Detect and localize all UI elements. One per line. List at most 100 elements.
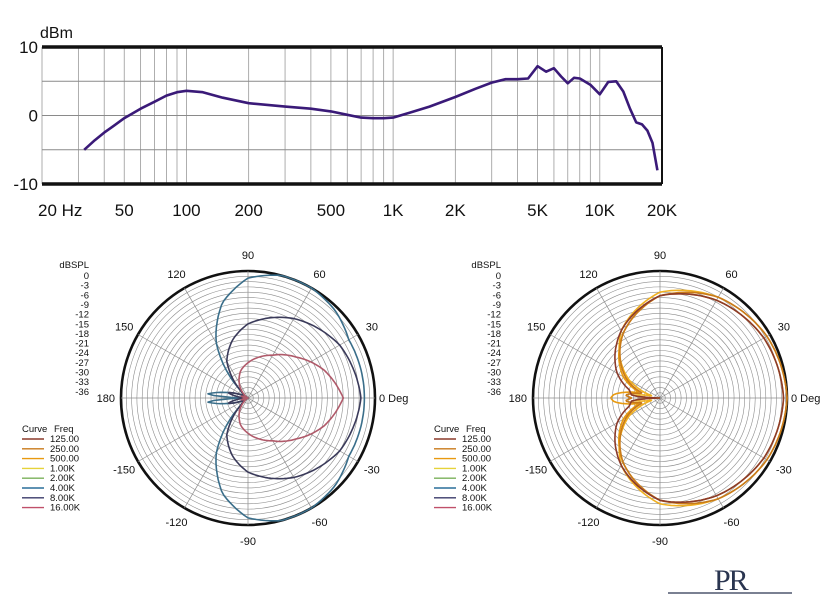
radial-tick-label: -6 xyxy=(493,290,501,301)
logo-text: PR xyxy=(714,564,749,597)
radial-tick-label: -21 xyxy=(75,339,89,350)
angle-label: 90 xyxy=(242,250,254,262)
polar-spoke xyxy=(596,397,661,509)
angle-label: 0 Deg xyxy=(379,393,408,405)
radial-tick-label: -12 xyxy=(75,310,89,321)
polar-spoke xyxy=(247,287,312,399)
angle-label: 60 xyxy=(725,269,737,281)
polar-series-curve xyxy=(238,353,345,443)
legend-freq-label: 8.00K xyxy=(50,493,75,504)
x-tick-label: 10K xyxy=(585,201,616,220)
radial-tick-label: -12 xyxy=(487,310,501,321)
angle-label: 120 xyxy=(167,269,185,281)
radial-tick-label: -21 xyxy=(487,339,501,350)
angle-label: -30 xyxy=(364,465,380,477)
angle-label: -120 xyxy=(165,517,187,529)
angle-label: -30 xyxy=(776,465,792,477)
polar-series-curve xyxy=(619,291,788,505)
angle-label: 180 xyxy=(509,393,527,405)
polar-spoke xyxy=(659,397,771,462)
legend-header-curve: Curve xyxy=(434,424,459,435)
radial-tick-label: -30 xyxy=(75,368,89,379)
legend-freq-label: 125.00 xyxy=(462,434,491,445)
radial-tick-label: -9 xyxy=(493,300,501,311)
x-tick-label: 2K xyxy=(445,201,466,220)
angle-label: 30 xyxy=(366,322,378,334)
angle-label: 60 xyxy=(313,269,325,281)
x-tick-label: 20K xyxy=(647,201,678,220)
angle-label: -60 xyxy=(724,517,740,529)
polar-spoke xyxy=(247,397,359,462)
y-tick-label: 10 xyxy=(19,38,38,57)
y-tick-label: -10 xyxy=(13,175,38,194)
radial-tick-label: -36 xyxy=(487,387,501,398)
angle-label: 180 xyxy=(97,393,115,405)
radial-tick-label: -3 xyxy=(81,281,89,292)
polar-spoke xyxy=(247,397,312,509)
y-tick-labels: 10 0 -10 xyxy=(13,38,38,194)
polar-series-curve xyxy=(226,316,362,480)
radial-tick-label: -36 xyxy=(75,387,89,398)
angle-label: -60 xyxy=(312,517,328,529)
radial-tick-label: -18 xyxy=(75,329,89,340)
radial-tick-label: -18 xyxy=(487,329,501,340)
radial-tick-label: -24 xyxy=(487,348,501,359)
radial-tick-label: -33 xyxy=(487,377,501,388)
radial-tick-label: -33 xyxy=(75,377,89,388)
legend-freq-label: 125.00 xyxy=(50,434,79,445)
angle-label: 90 xyxy=(654,250,666,262)
legend-freq-label: 16.00K xyxy=(50,503,81,514)
response-curve xyxy=(83,64,659,171)
radial-tick-label: -30 xyxy=(487,368,501,379)
radial-tick-label: 0 xyxy=(84,271,89,282)
radial-tick-label: -3 xyxy=(493,281,501,292)
legend-header-freq: Freq xyxy=(54,424,74,435)
x-tick-label: 200 xyxy=(234,201,262,220)
radial-tick-label: -15 xyxy=(75,319,89,330)
legend-freq-label: 1.00K xyxy=(462,463,487,474)
radial-tick-label: -6 xyxy=(81,290,89,301)
legend-freq-label: 500.00 xyxy=(50,454,79,465)
polar-chart-left: 0 Deg306090120150180-150-120-90-60-30dBS… xyxy=(22,250,408,548)
angle-label: -90 xyxy=(240,536,256,548)
x-tick-labels: 20 Hz 50 100 200 500 1K 2K 5K 10K 20K xyxy=(38,201,678,220)
legend-header-freq: Freq xyxy=(466,424,486,435)
legend-header-curve: Curve xyxy=(22,424,47,435)
polar-spoke xyxy=(659,397,724,509)
legend-freq-label: 250.00 xyxy=(462,444,491,455)
radial-tick-label: -27 xyxy=(487,358,501,369)
x-tick-label: 20 Hz xyxy=(38,201,82,220)
legend-freq-label: 250.00 xyxy=(50,444,79,455)
angle-label: -150 xyxy=(113,465,135,477)
radial-tick-label: -15 xyxy=(487,319,501,330)
radial-tick-label: 0 xyxy=(496,271,501,282)
angle-label: -120 xyxy=(577,517,599,529)
polar-series-curve xyxy=(614,292,785,504)
polar-spoke xyxy=(137,397,249,462)
polar-spoke xyxy=(596,287,661,399)
radial-axis-label: dBSPL xyxy=(471,260,501,271)
angle-label: -150 xyxy=(525,465,547,477)
legend-freq-label: 4.00K xyxy=(50,483,75,494)
radial-axis-label: dBSPL xyxy=(59,260,89,271)
radial-tick-label: -9 xyxy=(81,300,89,311)
radial-tick-label: -24 xyxy=(75,348,89,359)
y-axis-label: dBm xyxy=(40,25,73,42)
frequency-response-chart: dBm 100-10 20 Hz 50 100 200 500 1K 2K 5K 10K 20K xyxy=(13,25,677,220)
legend-freq-label: 16.00K xyxy=(462,503,493,514)
grid xyxy=(41,45,663,186)
polar-spoke xyxy=(549,397,661,462)
angle-label: 0 Deg xyxy=(791,393,820,405)
x-tick-label: 50 xyxy=(115,201,134,220)
angle-label: 150 xyxy=(527,322,545,334)
legend-freq-label: 8.00K xyxy=(462,493,487,504)
polar-spoke xyxy=(659,287,724,399)
angle-label: 150 xyxy=(115,322,133,334)
y-tick-label: 0 xyxy=(29,107,38,126)
polar-chart-right: 0 Deg306090120150180-150-120-90-60-30dBS… xyxy=(434,250,820,548)
x-tick-label: 500 xyxy=(317,201,345,220)
angle-label: 120 xyxy=(579,269,597,281)
legend-freq-label: 2.00K xyxy=(462,473,487,484)
brand-logo: PR xyxy=(668,564,792,597)
